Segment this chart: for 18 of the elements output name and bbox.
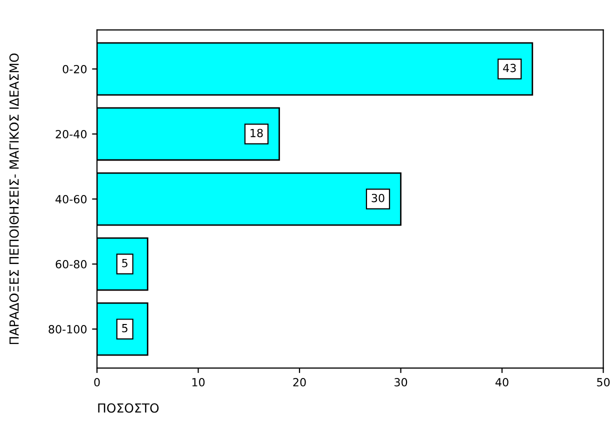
- y-tick-label: 0-20: [62, 64, 87, 74]
- x-tick-label: 20: [293, 378, 306, 386]
- y-axis-title: ΠΑΡΑΔΟΞΕΣ ΠΕΠΟΙΘΗΣΕΙΣ- ΜΑΓΙΚΟΣ ΙΔΕΑΣΜΟ: [9, 53, 19, 344]
- y-tick-label: 60-80: [56, 260, 87, 268]
- x-tick-label: 0: [94, 378, 100, 386]
- data-label: 18: [250, 128, 263, 138]
- x-tick-label: 50: [597, 378, 610, 386]
- x-tick-label: 10: [192, 378, 205, 386]
- x-tick-label: 40: [496, 378, 508, 386]
- y-tick-label: 80-100: [48, 325, 87, 334]
- x-axis-title: ΠΟΣΟΣΤΟ: [98, 403, 159, 413]
- x-tick-label: 30: [394, 378, 408, 386]
- data-label: 30: [372, 194, 384, 202]
- data-label: 5: [122, 324, 128, 332]
- y-tick-label: 20-40: [56, 130, 87, 138]
- data-label: 43: [503, 64, 516, 72]
- y-tick-label: 40-60: [56, 194, 87, 204]
- data-label: 5: [122, 259, 128, 268]
